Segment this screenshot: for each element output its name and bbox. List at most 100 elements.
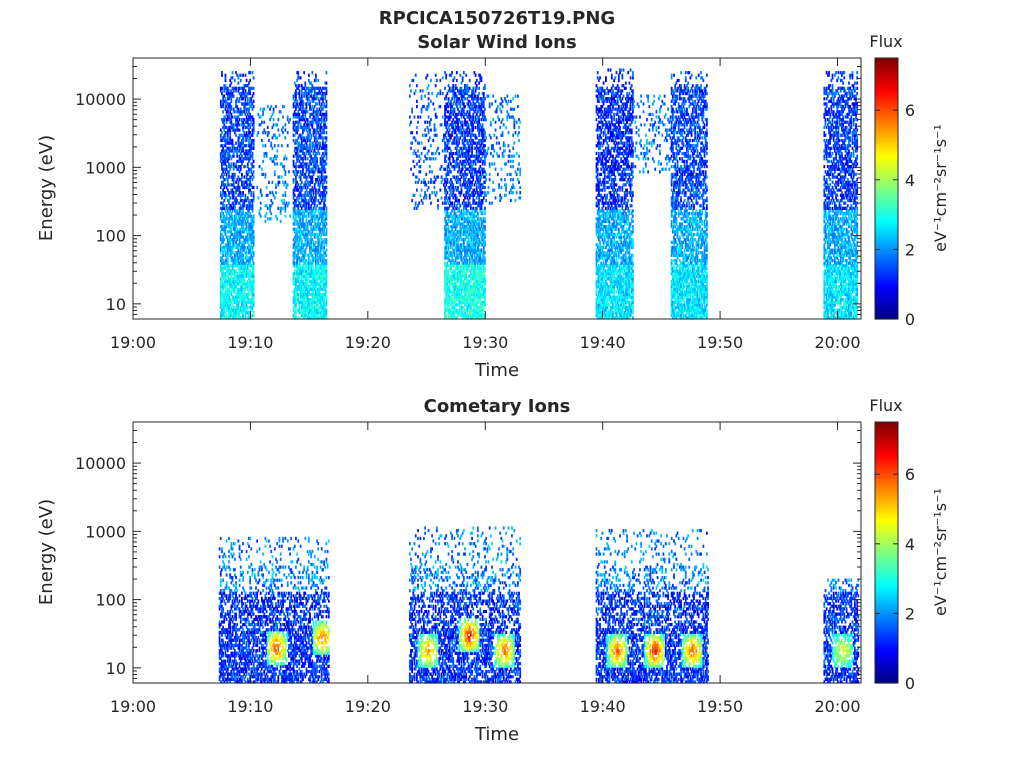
spectrogram-pixel [230,287,233,291]
spectrogram-pixel [219,193,222,197]
spectrogram-pixel [239,316,242,320]
spectrogram-pixel [224,300,227,304]
spectrogram-pixel [233,285,236,289]
spectrogram-pixel [221,282,223,286]
spectrogram-pixel [223,316,226,320]
spectrogram-pixel [412,78,415,83]
spectrogram-pixel [248,201,250,205]
spectrogram-pixel [225,175,228,179]
spectrogram-pixel [229,227,232,231]
spectrogram-pixel [224,86,227,90]
spectrogram-pixel [272,123,275,127]
spectrogram-pixel [225,251,228,255]
spectrogram-pixel [226,131,229,135]
spectrogram-pixel [223,266,226,271]
spectrogram-pixel [233,269,236,273]
spectrogram-pixel [226,159,229,163]
spectrogram-pixel [228,243,230,247]
spectrogram-pixel [223,264,226,268]
spectrogram-pixel [246,266,249,271]
spectrogram-pixel [222,151,225,156]
spectrogram-pixel [221,258,223,263]
spectrogram-pixel [315,188,317,192]
spectrogram-pixel [219,251,222,255]
spectrogram-pixel [228,313,230,317]
spectrogram-pixel [239,248,242,252]
spectrogram-pixel [228,217,230,221]
spectrogram-pixel [224,258,227,263]
spectrogram-pixel [231,178,234,182]
spectrogram-pixel [237,305,240,310]
spectrogram-pixel [249,235,252,239]
spectrogram-pixel [221,196,223,200]
spectrogram-pixel [228,295,230,299]
spectrogram-pixel [417,120,419,124]
spectrogram-pixel [248,144,250,148]
spectrogram-pixel [237,235,240,239]
spectrogram-pixel [230,183,233,187]
spectrogram-pixel [435,133,438,137]
spectrogram-pixel [249,214,252,218]
spectrogram-pixel [219,99,222,103]
spectrogram-pixel [245,235,248,239]
spectrogram-pixel [238,146,241,150]
spectrogram-pixel [242,248,244,252]
spectrogram-pixel [437,198,439,203]
spectrogram-pixel [325,191,328,195]
spectrogram-pixel [245,225,248,229]
spectrogram-pixel [427,115,430,119]
spectrogram-pixel [244,154,247,158]
spectrogram-pixel [237,89,240,93]
spectrogram-pixel [229,138,232,143]
spectrogram-pixel [230,120,233,124]
spectrogram-pixel [233,128,236,132]
spectrogram-pixel [221,266,223,271]
spectrogram-pixel [277,118,280,122]
spectrogram-pixel [228,128,230,132]
spectrogram-pixel [231,256,234,260]
spectrogram-pixel [417,149,419,153]
spectrogram-pixel [417,115,419,119]
spectrogram-pixel [248,149,250,153]
spectrogram-pixel [421,89,424,93]
spectrogram-pixel [430,78,432,83]
spectrogram-pixel [219,245,222,250]
spectrogram-pixel [249,251,252,255]
spectrogram-pixel [239,274,242,278]
spectrogram-pixel [243,305,246,310]
spectrogram-pixel [236,300,239,304]
spectrogram-pixel [219,258,222,263]
spectrogram-pixel [239,305,242,310]
spectrogram-pixel [238,217,241,221]
spectrogram-pixel [236,227,239,231]
spectrogram-pixel [225,167,228,171]
spectrogram-pixel [230,112,233,117]
spectrogram-pixel [222,285,225,289]
spectrogram-pixel [232,204,235,208]
spectrogram-pixel [468,128,471,132]
spectrogram-pixel [237,295,240,299]
spectrogram-pixel [230,76,233,80]
spectrogram-pixel [239,204,242,208]
spectrogram-pixel [244,136,247,140]
spectrogram-pixel [284,123,287,127]
spectrogram-pixel [325,175,328,179]
spectrogram-pixel [239,86,242,90]
spectrogram-pixel [223,162,226,166]
spectrogram-pixel [244,235,247,239]
spectrogram-pixel [464,97,466,101]
spectrogram-pixel [306,110,309,114]
spectrogram-pixel [236,298,239,302]
spectrogram-pixel [238,133,241,137]
spectrogram-pixel [228,279,230,284]
spectrogram-pixel [222,118,225,122]
spectrogram-pixel [221,89,223,93]
spectrogram-pixel [219,316,222,320]
spectrogram-pixel [225,300,228,304]
spectrogram-pixel [318,151,321,156]
spectrogram-pixel [455,78,458,83]
spectrogram-pixel [230,225,233,229]
spectrogram-pixel [235,274,237,278]
spectrogram-pixel [283,104,286,109]
spectrogram-pixel [226,279,229,284]
